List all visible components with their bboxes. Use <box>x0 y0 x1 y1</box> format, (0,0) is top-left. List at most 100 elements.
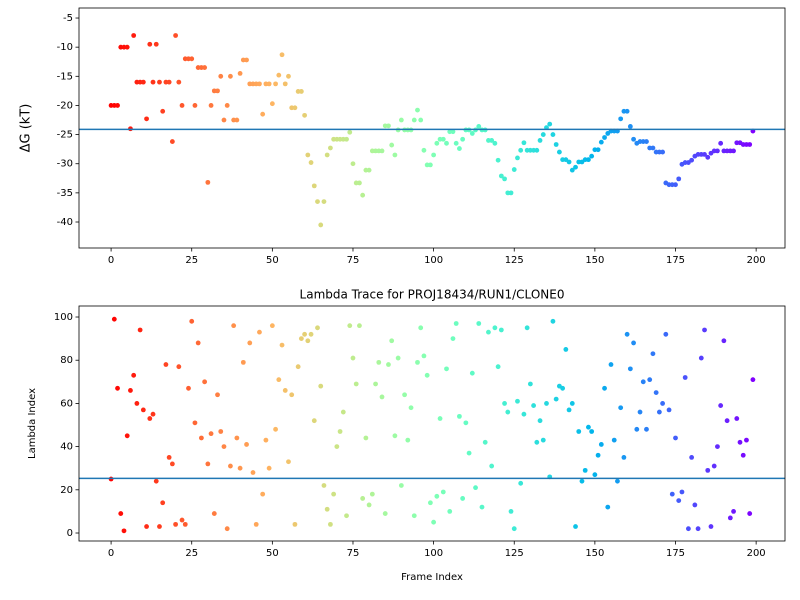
point <box>437 416 443 421</box>
point <box>124 44 130 50</box>
point <box>411 513 417 519</box>
point <box>605 504 611 510</box>
y-tick-label: 60 <box>60 398 73 409</box>
point <box>360 496 366 501</box>
y-tick-label: 20 <box>60 485 73 496</box>
y-tick-label: -10 <box>57 42 73 53</box>
point <box>321 199 327 205</box>
point <box>324 152 330 158</box>
point <box>476 321 482 326</box>
point <box>424 372 430 378</box>
point <box>179 103 185 108</box>
point <box>405 437 411 443</box>
point <box>586 424 591 430</box>
point <box>747 142 753 147</box>
point <box>731 148 736 154</box>
point <box>421 353 427 359</box>
point <box>186 385 191 391</box>
point <box>247 340 253 346</box>
point <box>353 381 359 387</box>
point <box>508 190 514 196</box>
point <box>676 498 682 504</box>
point <box>427 162 433 168</box>
point <box>398 483 404 488</box>
point <box>392 433 398 439</box>
point <box>534 439 540 445</box>
point <box>676 176 682 182</box>
point <box>173 33 178 38</box>
point <box>140 407 146 413</box>
point <box>224 526 230 532</box>
x-tick-label: 200 <box>747 548 766 559</box>
point <box>379 148 385 154</box>
y-tick-label: -30 <box>57 159 73 170</box>
point <box>228 73 233 79</box>
point <box>211 511 217 516</box>
point <box>618 405 624 411</box>
point <box>350 161 356 167</box>
point <box>386 362 391 367</box>
point <box>531 403 536 408</box>
point <box>511 526 517 532</box>
point <box>686 526 691 532</box>
point <box>373 381 378 387</box>
point <box>163 362 169 367</box>
point <box>124 433 130 439</box>
point <box>737 439 743 445</box>
point <box>305 338 311 344</box>
point <box>376 359 382 365</box>
point <box>218 73 224 79</box>
y-tick-label: -25 <box>57 130 73 141</box>
point <box>727 515 733 521</box>
point <box>711 463 717 469</box>
point <box>660 401 666 406</box>
point <box>234 435 240 441</box>
point <box>189 318 195 324</box>
point <box>311 183 317 189</box>
point <box>521 411 527 417</box>
point <box>395 355 401 361</box>
point <box>556 149 562 155</box>
point <box>453 140 459 146</box>
point <box>547 121 553 127</box>
point <box>718 403 724 408</box>
point <box>157 79 162 85</box>
point <box>518 480 524 486</box>
point <box>292 521 298 527</box>
point <box>337 429 343 434</box>
point <box>360 192 366 198</box>
point <box>634 426 640 432</box>
point <box>502 401 507 406</box>
point <box>482 439 488 445</box>
point <box>660 149 666 155</box>
point <box>131 372 137 378</box>
x-tick-label: 50 <box>266 548 279 559</box>
point <box>382 511 388 516</box>
point <box>640 379 646 385</box>
point <box>273 81 278 87</box>
point <box>160 500 166 506</box>
point <box>344 136 349 142</box>
plot-frame <box>78 305 786 542</box>
point <box>228 463 233 469</box>
point <box>176 79 182 85</box>
point <box>118 511 124 516</box>
point <box>150 79 156 85</box>
point <box>263 437 269 443</box>
point <box>408 405 414 411</box>
point <box>202 65 208 70</box>
point <box>553 396 559 402</box>
point <box>457 146 462 151</box>
point <box>240 359 246 365</box>
point <box>160 108 166 114</box>
point <box>144 524 149 529</box>
point <box>215 88 220 94</box>
point <box>202 379 208 385</box>
point <box>415 107 420 113</box>
point <box>179 517 185 523</box>
point <box>460 496 466 501</box>
point <box>369 491 375 497</box>
point <box>431 519 437 525</box>
point <box>518 147 524 153</box>
point <box>276 72 282 78</box>
